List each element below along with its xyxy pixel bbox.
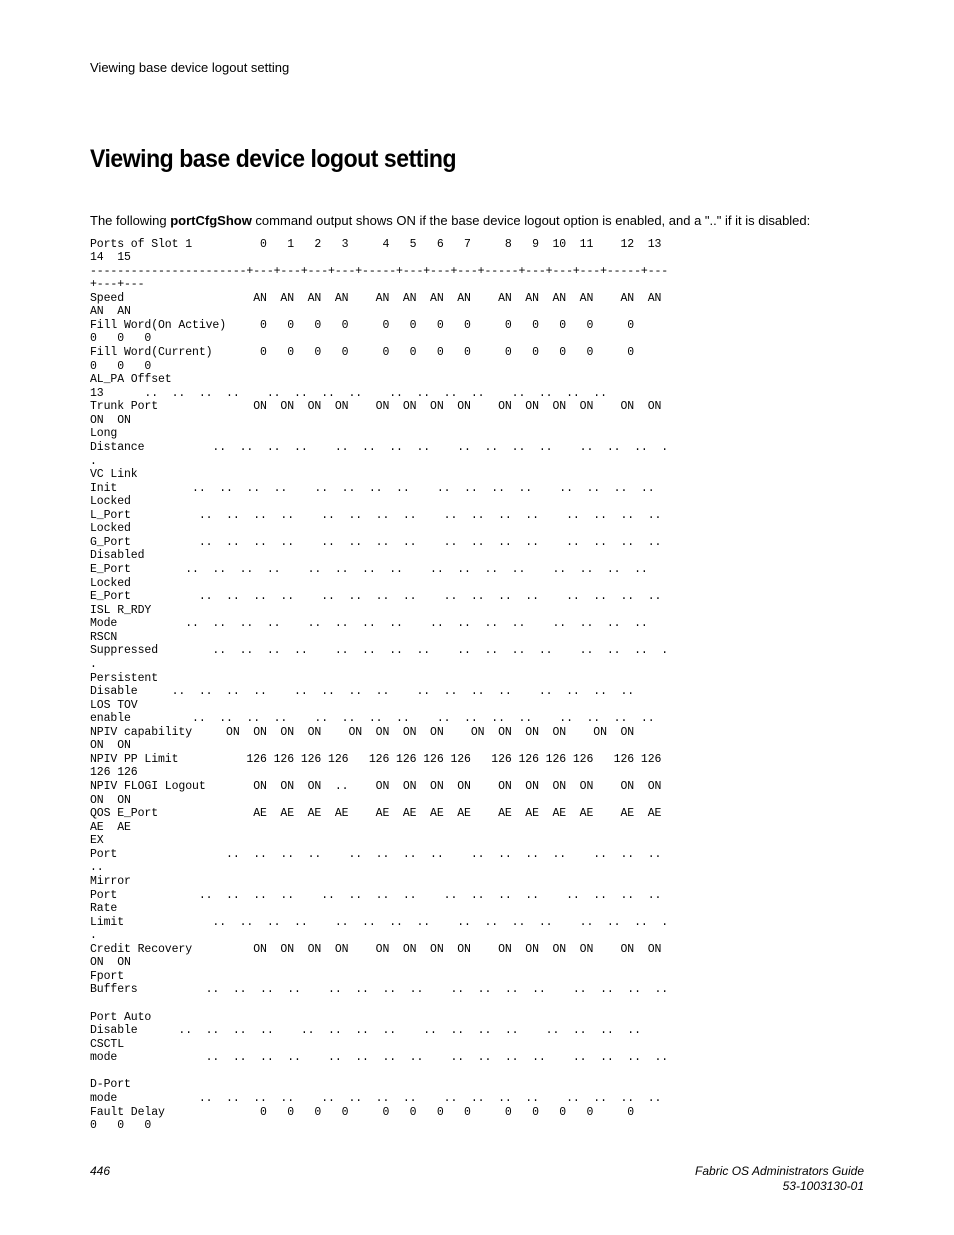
intro-paragraph: The following portCfgShow command output… xyxy=(90,212,864,230)
section-heading: Viewing base device logout setting xyxy=(90,145,802,174)
terminal-output: Ports of Slot 1 0 1 2 3 4 5 6 7 8 9 10 1… xyxy=(90,238,864,1133)
running-header: Viewing base device logout setting xyxy=(90,60,864,75)
page-number: 446 xyxy=(90,1164,110,1195)
intro-pre: The following xyxy=(90,213,170,228)
command-name: portCfgShow xyxy=(170,213,252,228)
doc-number: 53-1003130-01 xyxy=(695,1179,864,1195)
page-footer: 446 Fabric OS Administrators Guide 53-10… xyxy=(90,1164,864,1195)
doc-title: Fabric OS Administrators Guide xyxy=(695,1164,864,1180)
intro-post: command output shows ON if the base devi… xyxy=(252,213,810,228)
